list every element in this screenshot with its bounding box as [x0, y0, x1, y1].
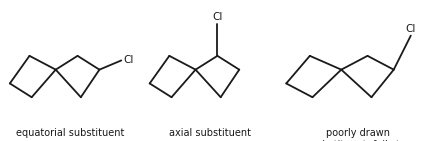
Text: equatorial substituent: equatorial substituent: [16, 128, 124, 138]
Text: Cl: Cl: [406, 24, 416, 34]
Text: Cl: Cl: [212, 12, 222, 22]
Text: poorly drawn
substituent, fails to
accurately show position: poorly drawn substituent, fails to accur…: [298, 128, 419, 141]
Text: Cl: Cl: [124, 55, 134, 65]
Text: axial substituent: axial substituent: [169, 128, 251, 138]
